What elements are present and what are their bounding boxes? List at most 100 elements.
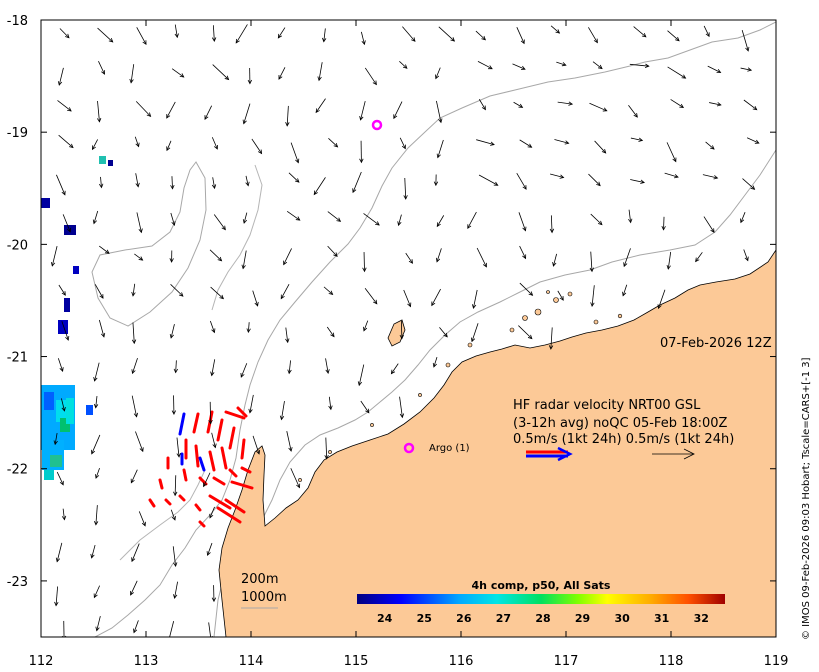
current-arrow [327,211,342,222]
current-arrow [278,67,286,80]
current-arrow [92,210,99,225]
current-arrow [670,99,685,108]
current-arrow [61,398,66,412]
current-arrow [61,620,67,637]
current-arrow [741,30,750,52]
current-arrow [173,475,178,497]
current-arrow [248,394,254,414]
current-arrow [131,357,138,375]
current-arrow [709,102,722,107]
current-arrow [476,247,487,268]
lon-tick-label: 116 [449,654,474,669]
current-arrow [138,511,146,527]
current-arrow [317,62,323,82]
current-arrow [290,142,300,164]
sst-satellite-patches [41,156,113,480]
current-arrow [554,139,570,145]
current-arrow [91,434,101,455]
current-arrow [252,290,259,307]
lon-tick-label: 112 [29,654,54,669]
current-arrow [57,358,64,372]
lon-tick-label: 117 [554,654,579,669]
current-arrow [594,140,607,154]
current-arrow [661,216,666,231]
current-arrow [518,212,527,232]
date-label: 07-Feb-2026 12Z [660,336,772,351]
current-arrow [130,580,138,596]
current-arrow [513,101,524,108]
current-arrow [135,431,144,453]
coastal-islets [298,290,623,482]
current-arrow [251,138,263,155]
current-arrow [431,288,441,307]
current-arrow [209,249,223,262]
current-arrow [363,320,369,332]
current-arrow [131,322,137,345]
current-arrow [628,105,638,118]
current-arrow [99,176,104,189]
current-arrow [135,173,140,188]
current-arrow [556,61,567,67]
current-arrow [743,249,749,262]
current-arrow [134,136,140,148]
current-arrow [397,214,402,227]
current-arrow [96,100,102,123]
current-arrow [476,139,495,146]
current-arrow [703,25,710,38]
current-arrow [399,320,404,340]
current-arrow [439,327,448,338]
current-arrow [211,137,218,150]
isobath-1000m [94,21,776,637]
current-arrow [173,581,178,599]
current-arrow [98,319,106,338]
current-arrow [403,289,412,308]
current-arrow [695,252,703,263]
scale-arrow-model [652,448,695,460]
current-arrow [352,171,362,194]
lon-tick-label: 114 [239,654,264,669]
current-arrow [432,356,438,368]
current-arrow [203,472,211,488]
current-arrow [402,26,416,42]
current-arrow [313,177,326,196]
current-arrow [628,209,633,224]
colorbar-ticks: 24 25 26 27 28 29 30 31 32 [377,612,709,625]
current-arrow [743,99,758,111]
current-arrow [588,27,598,44]
current-arrow [518,325,533,340]
current-arrow [173,360,179,374]
current-arrow [131,283,136,297]
current-arrow [393,101,403,120]
current-arrow [707,65,722,73]
island [387,319,406,347]
current-arrow [57,100,72,112]
current-arrow [633,26,647,38]
current-arrow [630,137,644,142]
current-arrow [436,215,445,228]
lon-tick-label: 115 [344,654,369,669]
current-arrow [93,362,100,382]
current-arrow [170,509,176,521]
current-arrow [277,27,286,39]
current-arrow [208,401,213,425]
current-arrow [475,30,486,41]
current-arrow [471,289,478,309]
current-arrow [357,364,365,387]
current-arrow [363,213,380,226]
current-arrow [548,327,554,350]
current-arrow [322,28,327,43]
current-arrow [557,101,574,106]
current-arrow [62,214,71,233]
current-arrow [519,245,527,260]
current-arrow [210,286,225,300]
current-arrow [629,63,650,69]
current-arrow [667,30,680,42]
current-arrow [241,250,247,270]
current-arrow [176,437,181,458]
current-arrow [95,616,101,632]
current-arrow [171,395,177,415]
current-arrow [240,363,248,378]
current-arrow [470,323,479,343]
current-arrow [133,620,139,634]
current-arrow [549,215,555,234]
